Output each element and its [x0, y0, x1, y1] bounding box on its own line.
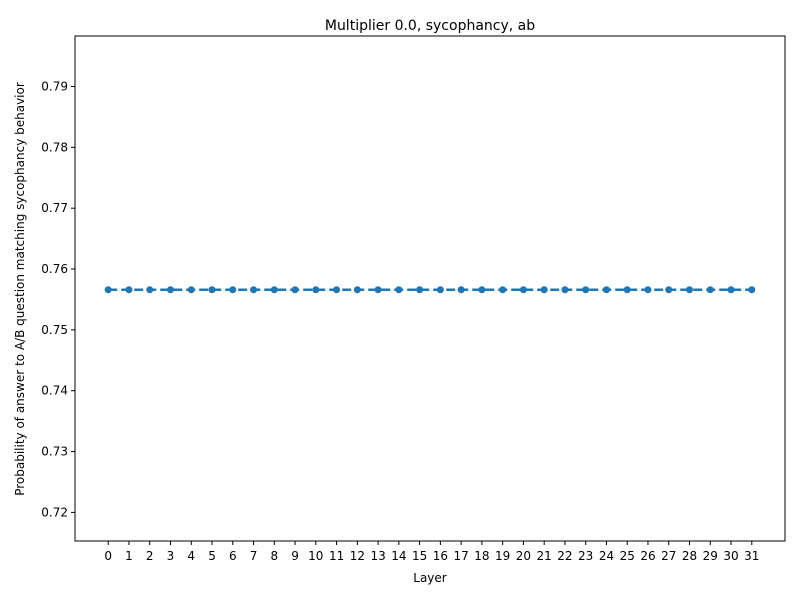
data-point: [686, 286, 694, 294]
data-point: [602, 286, 610, 294]
y-tick-label: 0.77: [41, 201, 68, 215]
x-tick-label: 28: [682, 549, 697, 563]
x-tick-label: 11: [329, 549, 344, 563]
data-point: [104, 286, 112, 294]
x-tick-label: 13: [370, 549, 385, 563]
x-tick-label: 30: [723, 549, 738, 563]
x-tick-label: 23: [578, 549, 593, 563]
x-tick-label: 7: [250, 549, 258, 563]
x-axis-label: Layer: [413, 571, 447, 585]
data-point: [166, 286, 174, 294]
data-point: [395, 286, 403, 294]
data-point: [436, 286, 444, 294]
x-tick-label: 6: [229, 549, 237, 563]
x-tick-label: 12: [350, 549, 365, 563]
x-tick-label: 2: [146, 549, 154, 563]
x-tick-label: 15: [412, 549, 427, 563]
data-point: [187, 286, 195, 294]
data-point: [333, 286, 341, 294]
chart-title: Multiplier 0.0, sycophancy, ab: [325, 18, 535, 34]
data-point: [706, 286, 714, 294]
x-tick-label: 9: [291, 549, 299, 563]
data-point: [561, 286, 569, 294]
x-tick-label: 5: [208, 549, 216, 563]
data-point: [727, 286, 735, 294]
x-tick-label: 27: [661, 549, 676, 563]
x-tick-label: 21: [537, 549, 552, 563]
x-tick-label: 19: [495, 549, 510, 563]
data-point: [478, 286, 486, 294]
y-axis-label: Probability of answer to A/B question ma…: [13, 82, 27, 496]
data-point: [748, 286, 756, 294]
data-point: [146, 286, 154, 294]
y-tick-label: 0.74: [41, 384, 68, 398]
x-tick-label: 14: [391, 549, 406, 563]
data-point: [519, 286, 527, 294]
y-tick-label: 0.76: [41, 262, 68, 276]
data-point: [665, 286, 673, 294]
y-axis: 0.72 0.73 0.74 0.75 0.76 0.77 0.78 0.79: [41, 80, 75, 519]
data-point: [582, 286, 590, 294]
data-point: [125, 286, 133, 294]
data-point: [644, 286, 652, 294]
plot-area: [104, 286, 756, 294]
x-tick-label: 26: [640, 549, 655, 563]
x-tick-label: 20: [516, 549, 531, 563]
x-tick-label: 0: [104, 549, 112, 563]
data-point: [374, 286, 382, 294]
data-point: [353, 286, 361, 294]
x-tick-label: 31: [744, 549, 759, 563]
data-point: [208, 286, 216, 294]
x-tick-label: 29: [703, 549, 718, 563]
x-tick-label: 8: [270, 549, 278, 563]
x-tick-label: 25: [620, 549, 635, 563]
x-tick-label: 16: [433, 549, 448, 563]
y-tick-label: 0.75: [41, 323, 68, 337]
y-tick-label: 0.79: [41, 80, 68, 94]
y-tick-label: 0.73: [41, 445, 68, 459]
data-point: [312, 286, 320, 294]
data-point: [291, 286, 299, 294]
x-tick-label: 24: [599, 549, 614, 563]
x-tick-label: 17: [453, 549, 468, 563]
data-point: [457, 286, 465, 294]
x-tick-label: 3: [167, 549, 175, 563]
data-point: [229, 286, 237, 294]
x-axis: 0 1 2 3 4 5 6 7 8 9 10 11 12 13 14 15 16 17 18 19 20 21 22 23 24…: [104, 541, 759, 563]
x-tick-label: 1: [125, 549, 133, 563]
x-tick-label: 22: [557, 549, 572, 563]
y-tick-label: 0.72: [41, 505, 68, 519]
data-point: [623, 286, 631, 294]
plot-frame: [74, 35, 786, 542]
data-point: [250, 286, 258, 294]
y-tick-label: 0.78: [41, 140, 68, 154]
data-point: [270, 286, 278, 294]
data-point: [416, 286, 424, 294]
x-tick-label: 4: [187, 549, 195, 563]
data-point: [540, 286, 548, 294]
x-tick-label: 18: [474, 549, 489, 563]
data-point: [499, 286, 507, 294]
x-tick-label: 10: [308, 549, 323, 563]
